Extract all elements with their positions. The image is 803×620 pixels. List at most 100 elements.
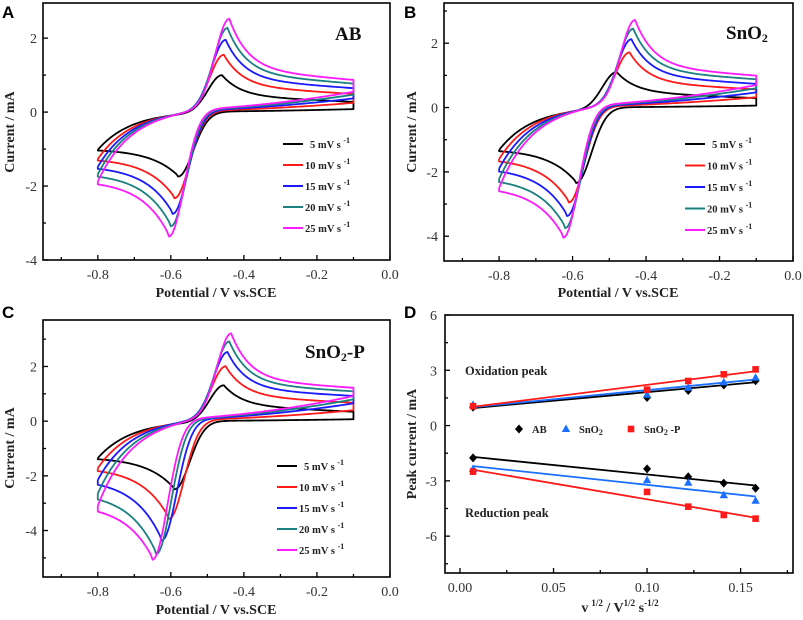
y-tick-label: -4 (25, 254, 37, 269)
legend-label-main: 10 mV s (299, 483, 338, 494)
sample-label-sno2-p-sub: 2 (341, 350, 347, 364)
annotation-reduction-peak: Reduction peak (465, 506, 549, 520)
data-point-sno2-reduction (684, 478, 693, 486)
x-title-d-end: s (635, 601, 645, 616)
y-tick-label: -2 (25, 470, 37, 485)
legend-label-main: 25 mV s (707, 226, 746, 237)
y-axis-title-b: Current / mA (405, 90, 420, 172)
x-tick-label: 0.05 (541, 581, 566, 596)
y-tick-label: -2 (25, 180, 37, 195)
legend-label-sup: -1 (338, 542, 345, 551)
data-point-sno2-reduction (719, 490, 728, 499)
legend-label-main: 10 mV s (707, 162, 746, 173)
y-axis-title-a: Current / mA (3, 90, 18, 172)
legend-marker-triangle (561, 424, 571, 432)
data-point-sno2-reduction (642, 475, 652, 484)
legend-label-main: 5 mV s (310, 140, 343, 151)
legend-label-main: 20 mV s (707, 205, 746, 216)
legend-label: 10 mV s -1 (299, 479, 344, 494)
y-tick-label: -3 (425, 475, 437, 490)
legend-marker-diamond (515, 424, 523, 434)
legend-label-suffix: -P (668, 425, 681, 436)
axes-frame-a (42, 2, 391, 261)
annotation-oxidation-peak: Oxidation peak (465, 364, 547, 378)
sample-label-sno2-p: SnO2-P (305, 342, 365, 364)
legend-label-sup: -1 (746, 158, 753, 167)
cv-curve-25-mv (96, 332, 355, 561)
data-point-sno2-p-oxidation (684, 377, 692, 385)
x-axis-title-a: Potential / V vs.SCE (156, 286, 277, 301)
y-tick-label: 0 (30, 415, 37, 430)
cv-curve-25-mv (96, 17, 355, 238)
axes-frame-c (42, 319, 391, 578)
data-point-sno2-p-oxidation (720, 371, 728, 378)
data-point-sno2-oxidation (751, 373, 760, 381)
legend-label-main: 15 mV s (707, 183, 746, 194)
x-axis-title-b: Potential / V vs.SCE (558, 286, 679, 301)
legend-label-main: SnO (644, 425, 664, 436)
legend-label: 5 mV s -1 (304, 458, 344, 473)
data-point-sno2-p-reduction (752, 515, 759, 522)
legend-label: 15 mV s -1 (305, 178, 350, 193)
y-tick-label: -6 (425, 530, 437, 545)
data-point-sno2-p-oxidation (469, 402, 477, 410)
legend-label: 15 mV s -1 (707, 179, 752, 194)
x-tick-label: -0.8 (87, 585, 109, 600)
cv-curve-25-mv (498, 18, 758, 239)
data-point-sno2-p-oxidation (752, 366, 759, 373)
cv-curve-20-mv (96, 340, 355, 556)
data-point-ab-reduction (469, 453, 478, 463)
legend-label: 10 mV s -1 (707, 158, 752, 173)
x-tick-label: 0.10 (635, 581, 660, 596)
data-point-ab-reduction (684, 472, 693, 482)
data-point-sno2-p-reduction (643, 488, 651, 496)
x-title-d-sup3: -1/2 (644, 598, 659, 608)
legend-label-sup: -1 (745, 136, 752, 145)
legend-label-main: 25 mV s (305, 224, 344, 235)
legend-label: 10 mV s -1 (305, 157, 350, 172)
legend-label: AB (532, 425, 547, 436)
legend-a: 5 mV s -110 mV s -115 mV s -120 mV s -12… (283, 136, 350, 235)
x-tick-label: -0.6 (160, 585, 182, 600)
x-tick-label: -0.2 (306, 268, 328, 283)
data-point-ab-reduction (719, 478, 728, 488)
y-tick-label: 6 (430, 309, 437, 324)
legend-c: 5 mV s -110 mV s -115 mV s -120 mV s -12… (277, 458, 344, 557)
data-point-sno2-oxidation (642, 390, 652, 398)
legend-label-main: 15 mV s (299, 504, 338, 515)
legend-label-main: 25 mV s (299, 546, 338, 557)
legend-label: SnO2 (579, 425, 603, 437)
x-tick-label: 0.00 (448, 581, 473, 596)
cv-curve-5-mv (498, 71, 758, 184)
legend-label-main: 5 mV s (304, 462, 337, 473)
y-tick-label: -2 (426, 166, 438, 181)
legend-label: 25 mV s -1 (299, 542, 344, 557)
legend-label-sup: -1 (338, 521, 345, 530)
x-tick-label: 0.0 (381, 585, 399, 600)
data-point-sno2-reduction (751, 496, 760, 504)
legend-label-sup: -1 (746, 222, 753, 231)
y-tick-label: 0 (30, 106, 37, 121)
x-tick-label: -0.2 (708, 269, 730, 284)
legend-label-sup: -1 (746, 179, 753, 188)
panel-letter-b: B (404, 3, 416, 22)
legend-label-sup: -1 (344, 178, 351, 187)
legend-label-sup: -1 (343, 136, 350, 145)
x-tick-label: -0.4 (233, 268, 255, 283)
x-tick-label: 0.0 (784, 269, 802, 284)
x-tick-label: -0.8 (87, 268, 109, 283)
legend-label-sup: -1 (338, 500, 345, 509)
legend-d: AB SnO2 SnO2 -P (515, 424, 681, 437)
legend-label-main: SnO (579, 425, 599, 436)
x-tick-label: -0.2 (306, 585, 328, 600)
plot-area-d: 0.00 0.05 0.10 0.15 -6 -3 0 3 6 (425, 309, 789, 596)
fit-line-sno2-p-reduction (472, 468, 756, 519)
legend-label-main: 15 mV s (305, 182, 344, 193)
y-tick-label: 2 (30, 32, 37, 47)
data-point-sno2-p-reduction (684, 503, 692, 510)
